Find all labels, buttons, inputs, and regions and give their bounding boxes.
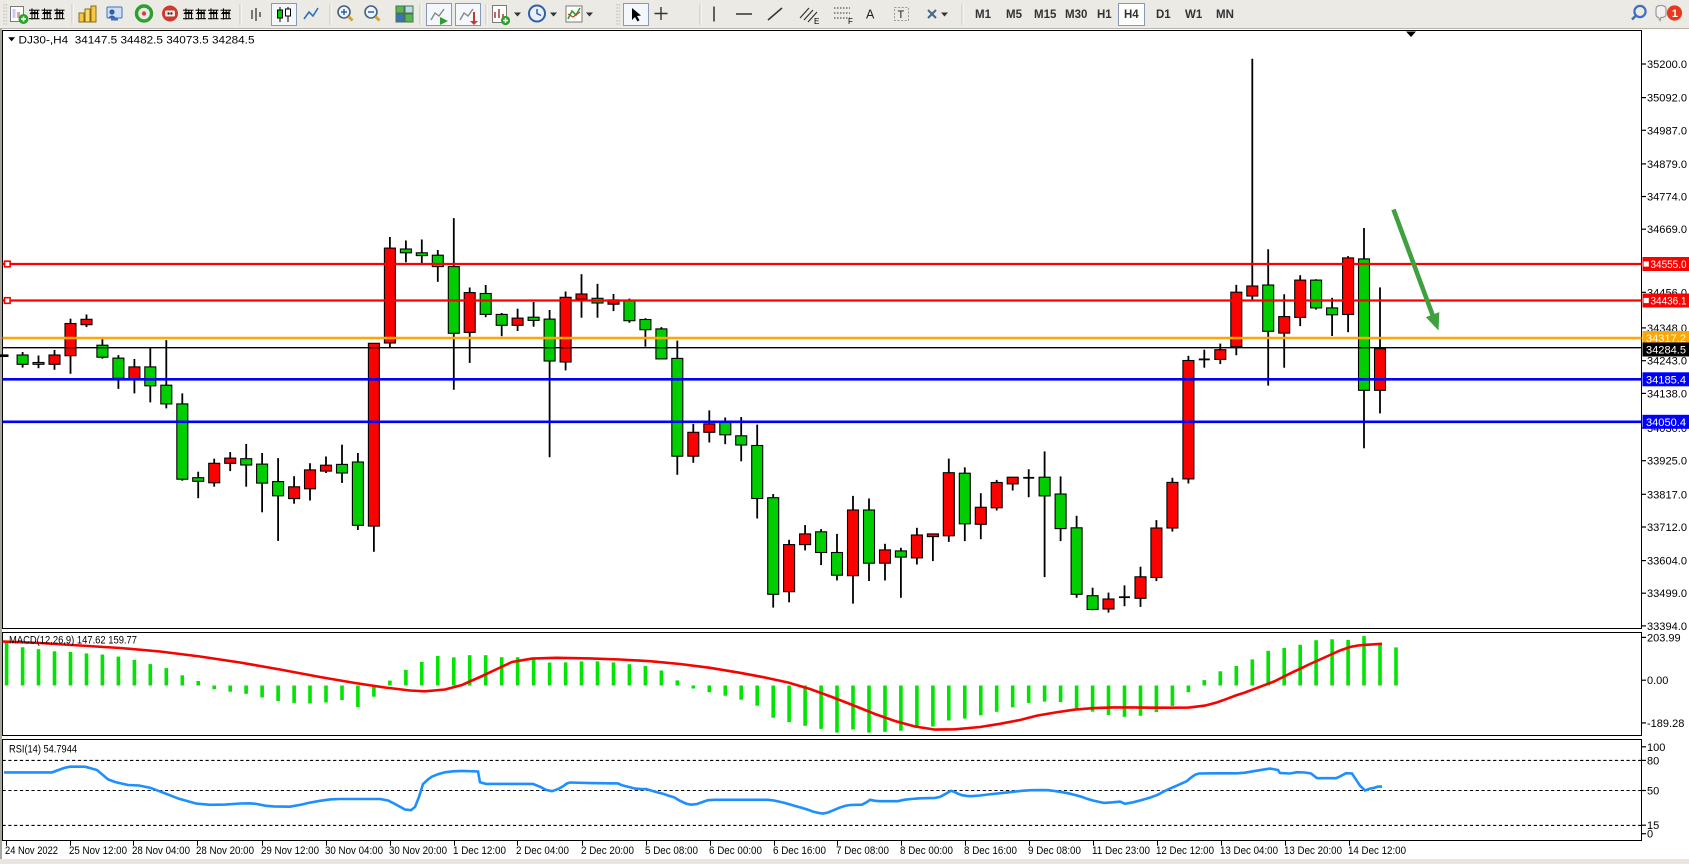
svg-text:35092.0: 35092.0 <box>1647 93 1687 105</box>
svg-text:34243.0: 34243.0 <box>1647 356 1687 368</box>
svg-text:2 Dec 20:00: 2 Dec 20:00 <box>581 845 634 857</box>
svg-text:25 Nov 12:00: 25 Nov 12:00 <box>69 845 127 857</box>
svg-text:DJ30-,H4 34147.5 34482.5 3407: DJ30-,H4 34147.5 34482.5 34073.5 34284.5 <box>19 35 255 47</box>
svg-text:1 Dec 12:00: 1 Dec 12:00 <box>453 845 506 857</box>
svg-text:33925.0: 33925.0 <box>1647 456 1687 468</box>
svg-text:M30: M30 <box>1065 9 1087 21</box>
svg-text:33712.0: 33712.0 <box>1647 522 1687 534</box>
svg-text:MACD(12,26,9) 147.62 159.77: MACD(12,26,9) 147.62 159.77 <box>9 635 137 647</box>
svg-text:34879.0: 34879.0 <box>1647 159 1687 171</box>
svg-text:M15: M15 <box>1034 9 1057 21</box>
svg-text:34284.5: 34284.5 <box>1646 345 1686 357</box>
svg-text:34317.2: 34317.2 <box>1646 333 1686 345</box>
svg-text:2 Dec 04:00: 2 Dec 04:00 <box>516 845 569 857</box>
svg-text:D1: D1 <box>1156 9 1171 21</box>
svg-text:34436.1: 34436.1 <box>1651 296 1687 308</box>
svg-text:1: 1 <box>1672 8 1678 20</box>
svg-text:28 Nov 04:00: 28 Nov 04:00 <box>132 845 190 857</box>
svg-text:12 Dec 12:00: 12 Dec 12:00 <box>1156 845 1214 857</box>
svg-text:-189.28: -189.28 <box>1647 718 1684 730</box>
svg-text:MN: MN <box>1216 9 1234 21</box>
svg-text:34185.4: 34185.4 <box>1646 374 1686 386</box>
svg-text:T: T <box>898 9 905 21</box>
svg-text:34138.0: 34138.0 <box>1647 388 1687 400</box>
svg-text:A: A <box>866 8 875 22</box>
svg-text:13 Dec 20:00: 13 Dec 20:00 <box>1284 845 1342 857</box>
svg-text:8 Dec 16:00: 8 Dec 16:00 <box>964 845 1017 857</box>
svg-text:M5: M5 <box>1006 9 1023 21</box>
svg-text:14 Dec 12:00: 14 Dec 12:00 <box>1348 845 1406 857</box>
svg-text:34555.0: 34555.0 <box>1651 259 1687 271</box>
svg-text:34050.4: 34050.4 <box>1646 417 1686 429</box>
svg-text:W1: W1 <box>1185 9 1203 21</box>
svg-text:15: 15 <box>1647 820 1659 832</box>
svg-text:30 Nov 04:00: 30 Nov 04:00 <box>325 845 383 857</box>
svg-text:30 Nov 20:00: 30 Nov 20:00 <box>389 845 447 857</box>
svg-text:E: E <box>814 17 819 26</box>
svg-text:28 Nov 20:00: 28 Nov 20:00 <box>196 845 254 857</box>
svg-text:80: 80 <box>1647 755 1659 767</box>
svg-text:6 Dec 16:00: 6 Dec 16:00 <box>773 845 826 857</box>
svg-text:0: 0 <box>1647 829 1653 841</box>
svg-text:34774.0: 34774.0 <box>1647 192 1687 204</box>
svg-text:100: 100 <box>1647 742 1665 754</box>
svg-text:33394.0: 33394.0 <box>1647 621 1687 633</box>
svg-text:34987.0: 34987.0 <box>1647 125 1687 137</box>
svg-text:35200.0: 35200.0 <box>1647 59 1687 71</box>
svg-text:5 Dec 08:00: 5 Dec 08:00 <box>645 845 698 857</box>
svg-text:RSI(14) 54.7944: RSI(14) 54.7944 <box>9 744 77 756</box>
svg-text:33817.0: 33817.0 <box>1647 489 1687 501</box>
svg-text:34669.0: 34669.0 <box>1647 224 1687 236</box>
svg-text:7 Dec 08:00: 7 Dec 08:00 <box>836 845 889 857</box>
svg-text:M1: M1 <box>975 9 992 21</box>
svg-text:8 Dec 00:00: 8 Dec 00:00 <box>900 845 953 857</box>
svg-text:24 Nov 2022: 24 Nov 2022 <box>5 845 58 857</box>
svg-text:11 Dec 23:00: 11 Dec 23:00 <box>1092 845 1150 857</box>
svg-text:0.00: 0.00 <box>1647 675 1668 687</box>
svg-text:F: F <box>848 17 853 26</box>
svg-text:13 Dec 04:00: 13 Dec 04:00 <box>1220 845 1278 857</box>
svg-text:33499.0: 33499.0 <box>1647 588 1687 600</box>
svg-text:9 Dec 08:00: 9 Dec 08:00 <box>1028 845 1081 857</box>
svg-text:203.99: 203.99 <box>1647 632 1681 644</box>
svg-text:50: 50 <box>1647 786 1659 798</box>
svg-text:H1: H1 <box>1097 9 1112 21</box>
svg-text:6 Dec 00:00: 6 Dec 00:00 <box>709 845 762 857</box>
svg-text:29 Nov 12:00: 29 Nov 12:00 <box>261 845 319 857</box>
svg-text:33604.0: 33604.0 <box>1647 556 1687 568</box>
svg-text:H4: H4 <box>1124 9 1139 21</box>
